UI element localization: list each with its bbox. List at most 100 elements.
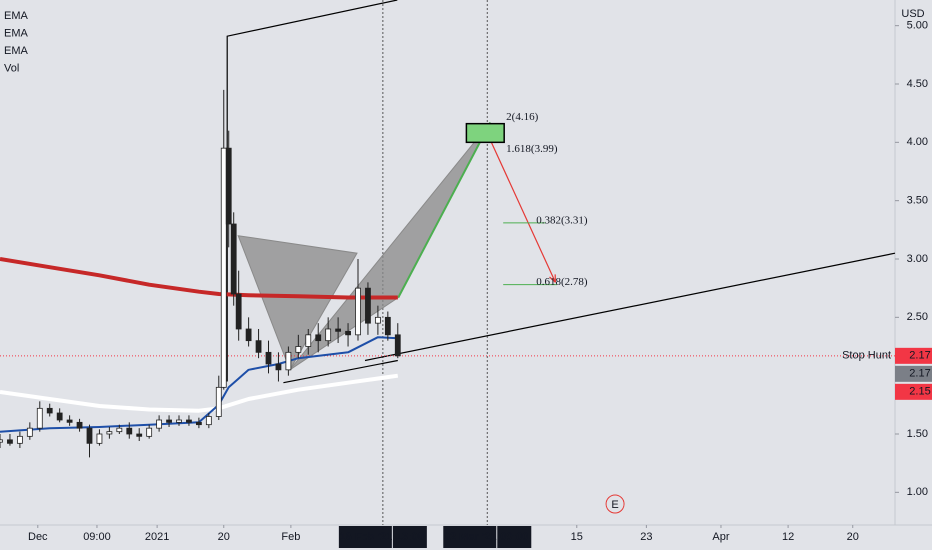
candle-body [26, 427, 33, 437]
y-tick-label: 4.00 [907, 136, 928, 148]
candle-body [355, 287, 361, 336]
y-tick-label: 3.50 [907, 195, 928, 207]
price-tag [895, 347, 932, 364]
candle-body [365, 287, 371, 324]
candle-body [245, 328, 252, 342]
crosshair-label: 09:00 [500, 531, 528, 543]
candle-body [235, 293, 242, 330]
candle-body [295, 346, 302, 353]
candle-body [0, 439, 3, 443]
y-tick-label: 5.00 [907, 20, 928, 32]
y-tick-label: 1.50 [907, 428, 928, 440]
candle-body [335, 328, 342, 332]
x-tick-label: 23 [640, 531, 652, 543]
legend-entry: EMA [4, 10, 29, 22]
target-label: 2(4.16) [506, 111, 538, 123]
candle-body [16, 435, 23, 444]
candle-body [36, 407, 43, 429]
crosshair-label-bg [338, 526, 392, 548]
candle-body [384, 316, 391, 336]
ema-line [0, 257, 398, 300]
price-tag-label: 2.15 [909, 386, 930, 398]
candle-body [56, 412, 63, 421]
x-tick-label: 20 [218, 531, 230, 543]
candle-body [215, 386, 222, 417]
legend-entry: EMA [4, 27, 29, 39]
drawing-line [226, 0, 398, 382]
x-tick-label: 2021 [145, 531, 169, 543]
crosshair-label-bg [392, 526, 427, 548]
x-tick-label: 12 [782, 531, 794, 543]
price-tag-label: 2.17 [909, 350, 930, 362]
ema-line [0, 336, 398, 433]
candle-body [305, 334, 312, 347]
x-tick-label: 20 [847, 531, 859, 543]
fib-label: 0.618(2.78) [536, 276, 588, 288]
x-tick-label: 15 [571, 531, 583, 543]
crosshair-label: 16 Feb '21 [339, 531, 392, 543]
candle-body [126, 427, 133, 435]
candle-body [374, 316, 381, 324]
candle-body [315, 334, 322, 342]
price-tag-label: 2.17 [909, 368, 930, 380]
stop-label: Stop Hunt [842, 350, 891, 362]
candle-body [86, 427, 93, 444]
plot-area [0, 0, 895, 525]
event-marker [605, 494, 625, 514]
candle-body [394, 334, 401, 357]
candle-body [156, 419, 163, 429]
candle-body [166, 419, 172, 423]
candle-body [230, 223, 237, 295]
candle-body [275, 363, 282, 371]
y-tick-label: 1.00 [907, 486, 928, 498]
candle-body [96, 433, 103, 444]
candle-body [255, 340, 262, 353]
crosshair-label-bg [443, 526, 497, 548]
candle-body [186, 419, 192, 423]
fib-label: 0.382(3.31) [536, 214, 588, 226]
candle-body [146, 427, 153, 437]
candle-body [205, 416, 212, 426]
y-tick-label: 2.50 [907, 311, 928, 323]
drawing-line [283, 359, 398, 384]
candle-body [7, 439, 13, 444]
drawing-polygon [237, 235, 358, 371]
ema-line [0, 373, 399, 413]
candle-body [106, 431, 113, 435]
legend-entry: Vol [4, 62, 19, 74]
candle-body [46, 407, 53, 414]
event-label: E [611, 499, 618, 511]
candle-body [195, 421, 202, 426]
candle-body [225, 147, 232, 225]
candle-body [325, 328, 332, 342]
candle-body [116, 427, 123, 433]
currency: USD [901, 8, 924, 20]
price-tag [895, 383, 932, 400]
candle-body [285, 351, 292, 371]
candle-body [176, 419, 182, 423]
candle-body [345, 330, 351, 336]
target-label: 1.618(3.99) [506, 143, 558, 155]
candle-body [220, 147, 227, 388]
x-tick-label: Feb [281, 531, 300, 543]
crosshair-label: 02 Mar '21 [444, 531, 497, 543]
target-box [465, 122, 505, 144]
y-tick-label: 3.00 [907, 253, 928, 265]
drawing-line [364, 252, 896, 362]
x-tick-label: Apr [712, 531, 729, 543]
arrow-head [549, 274, 556, 283]
candle-body [265, 351, 272, 365]
price-tag [895, 365, 932, 382]
price-axis [895, 0, 932, 550]
legend-entry: EMA [4, 45, 29, 57]
crosshair-label: 13:00 [396, 531, 424, 543]
crosshair-label-bg [497, 526, 532, 548]
x-tick-label: 09:00 [83, 531, 111, 543]
drawing-arrow [489, 139, 556, 283]
y-tick-label: 4.50 [907, 78, 928, 90]
drawing-line [397, 122, 492, 298]
candle-body [76, 421, 83, 429]
candle-body [66, 419, 73, 423]
x-tick-label: Dec [28, 531, 48, 543]
